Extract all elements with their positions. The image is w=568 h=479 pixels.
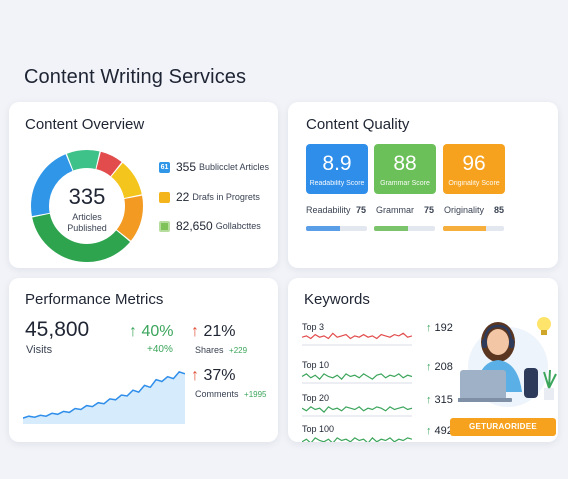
shares-label: Shares: [195, 345, 224, 355]
visits-value: 45,800: [25, 318, 90, 341]
keyword-row-top3[interactable]: Top 3: [302, 322, 452, 352]
legend-item-collaborations: 82,650 Gollabcttes: [159, 219, 261, 233]
keyword-row-top20[interactable]: Top 20: [302, 393, 452, 423]
arrow-up-icon: ↑: [426, 425, 432, 437]
comments-delta: +1995: [244, 390, 267, 399]
keyword-value: 208: [434, 361, 453, 373]
readability-score-box[interactable]: 8.9 Readability Score: [306, 144, 368, 194]
published-label: Published: [67, 223, 107, 233]
page-title: Content Writing Services: [24, 66, 247, 88]
grammar-score-box[interactable]: 88 Grammar Score: [374, 144, 436, 194]
visits-area-fill: [23, 371, 185, 424]
growth-delta: +40%: [147, 344, 173, 355]
keyword-value: 192: [434, 322, 453, 334]
keyword-label: Top 20: [302, 393, 330, 403]
visits-label: Visits: [26, 344, 53, 356]
content-quality-card: Content Quality 8.9 Readability Score 88…: [288, 102, 558, 268]
grammar-name: Grammar: [376, 205, 414, 215]
originality-score-box[interactable]: 96 Originality Score: [443, 144, 505, 194]
originality-progress-bar: [443, 226, 504, 231]
donut-segment-5: [31, 150, 143, 262]
keyword-sparkline: [302, 406, 412, 417]
content-overview-card: Content Overview 335 Articles Published …: [9, 102, 278, 268]
visits-area-line: [23, 371, 185, 419]
performance-metrics-title: Performance Metrics: [25, 291, 164, 308]
comments-percent: 37%: [203, 367, 236, 384]
published-chip-icon: 61: [159, 161, 170, 173]
grammar-score-value: 88: [393, 152, 417, 175]
keyword-row-top100[interactable]: Top 100: [302, 424, 452, 442]
keyword-value: 492: [434, 425, 453, 437]
keyword-sparkline: [302, 373, 412, 384]
donut-segment-0: [31, 150, 143, 262]
keywords-title: Keywords: [304, 291, 370, 308]
donut-segment-2: [31, 150, 143, 262]
legend-item-published: 61 355 Bublicclet Articles: [159, 160, 269, 174]
shares-percent: 21%: [203, 323, 236, 340]
legend-value: 22: [176, 190, 190, 204]
keywords-card: Keywords Top 3 ↑ 192 Top 10 ↑ 208 Top 20 ↑…: [288, 278, 558, 442]
legend-value: 355: [176, 160, 197, 174]
keyword-value: 315: [434, 394, 453, 406]
readability-score-label: Readability Score: [309, 180, 365, 187]
legend-text: Drafs in Progrets: [192, 192, 260, 202]
sparkline-line: [302, 332, 412, 340]
originality-progress-fill: [443, 226, 486, 231]
keyword-label: Top 100: [302, 424, 335, 434]
sparkline-line: [302, 373, 412, 380]
get-started-button[interactable]: GETURAORIDEE: [450, 418, 556, 436]
readability-progress-bar: [306, 226, 367, 231]
legend-text: Gollabcttes: [215, 221, 261, 231]
readability-num: 75: [356, 205, 367, 215]
articles-donut-chart: 335 Articles Published: [27, 146, 147, 266]
grammar-progress-bar: [374, 226, 435, 231]
originality-score-label: Originality Score: [448, 180, 500, 187]
sparkline-line: [302, 437, 412, 442]
articles-label: Articles: [72, 212, 102, 222]
arrow-up-icon: ↑: [426, 394, 432, 406]
legend-item-drafts: 22 Drafs in Progrets: [159, 190, 260, 204]
performance-metrics-card: Performance Metrics 45,800 Visits ↑ 40% …: [9, 278, 278, 442]
drafts-chip-icon: [159, 191, 170, 203]
keyword-label: Top 10: [302, 360, 330, 370]
arrow-up-icon: ↑: [191, 323, 199, 340]
visits-area-chart: [23, 371, 185, 424]
content-quality-title: Content Quality: [306, 116, 410, 133]
growth-percent: 40%: [141, 323, 174, 340]
grammar-progress-fill: [374, 226, 408, 231]
keyword-sparkline: [302, 437, 412, 442]
keyword-row-top10[interactable]: Top 10: [302, 360, 452, 390]
originality-score-value: 96: [462, 152, 486, 175]
legend-text: Bublicclet Articles: [199, 162, 270, 172]
readability-score-value: 8.9: [322, 152, 352, 175]
collaborations-chip-icon: [159, 220, 170, 232]
arrow-up-icon: ↑: [426, 322, 432, 334]
readability-progress-fill: [306, 226, 340, 231]
articles-published-value: 335: [68, 184, 106, 209]
writer-illustration: [458, 317, 557, 407]
donut-segment-1: [31, 150, 143, 262]
shares-delta: +229: [229, 346, 248, 355]
originality-num: 85: [494, 205, 505, 215]
grammar-score-label: Grammar Score: [380, 180, 430, 187]
legend-value: 82,650: [176, 219, 213, 233]
arrow-up-icon: ↑: [129, 323, 137, 340]
readability-name: Readability: [306, 205, 351, 215]
arrow-up-icon: ↑: [191, 367, 199, 384]
grammar-num: 75: [424, 205, 435, 215]
arrow-up-icon: ↑: [426, 361, 432, 373]
keyword-label: Top 3: [302, 322, 325, 332]
originality-name: Originality: [444, 205, 485, 215]
content-overview-title: Content Overview: [25, 116, 145, 133]
sparkline-line: [302, 406, 412, 413]
keyword-sparkline: [302, 332, 412, 346]
comments-label: Comments: [195, 389, 239, 399]
